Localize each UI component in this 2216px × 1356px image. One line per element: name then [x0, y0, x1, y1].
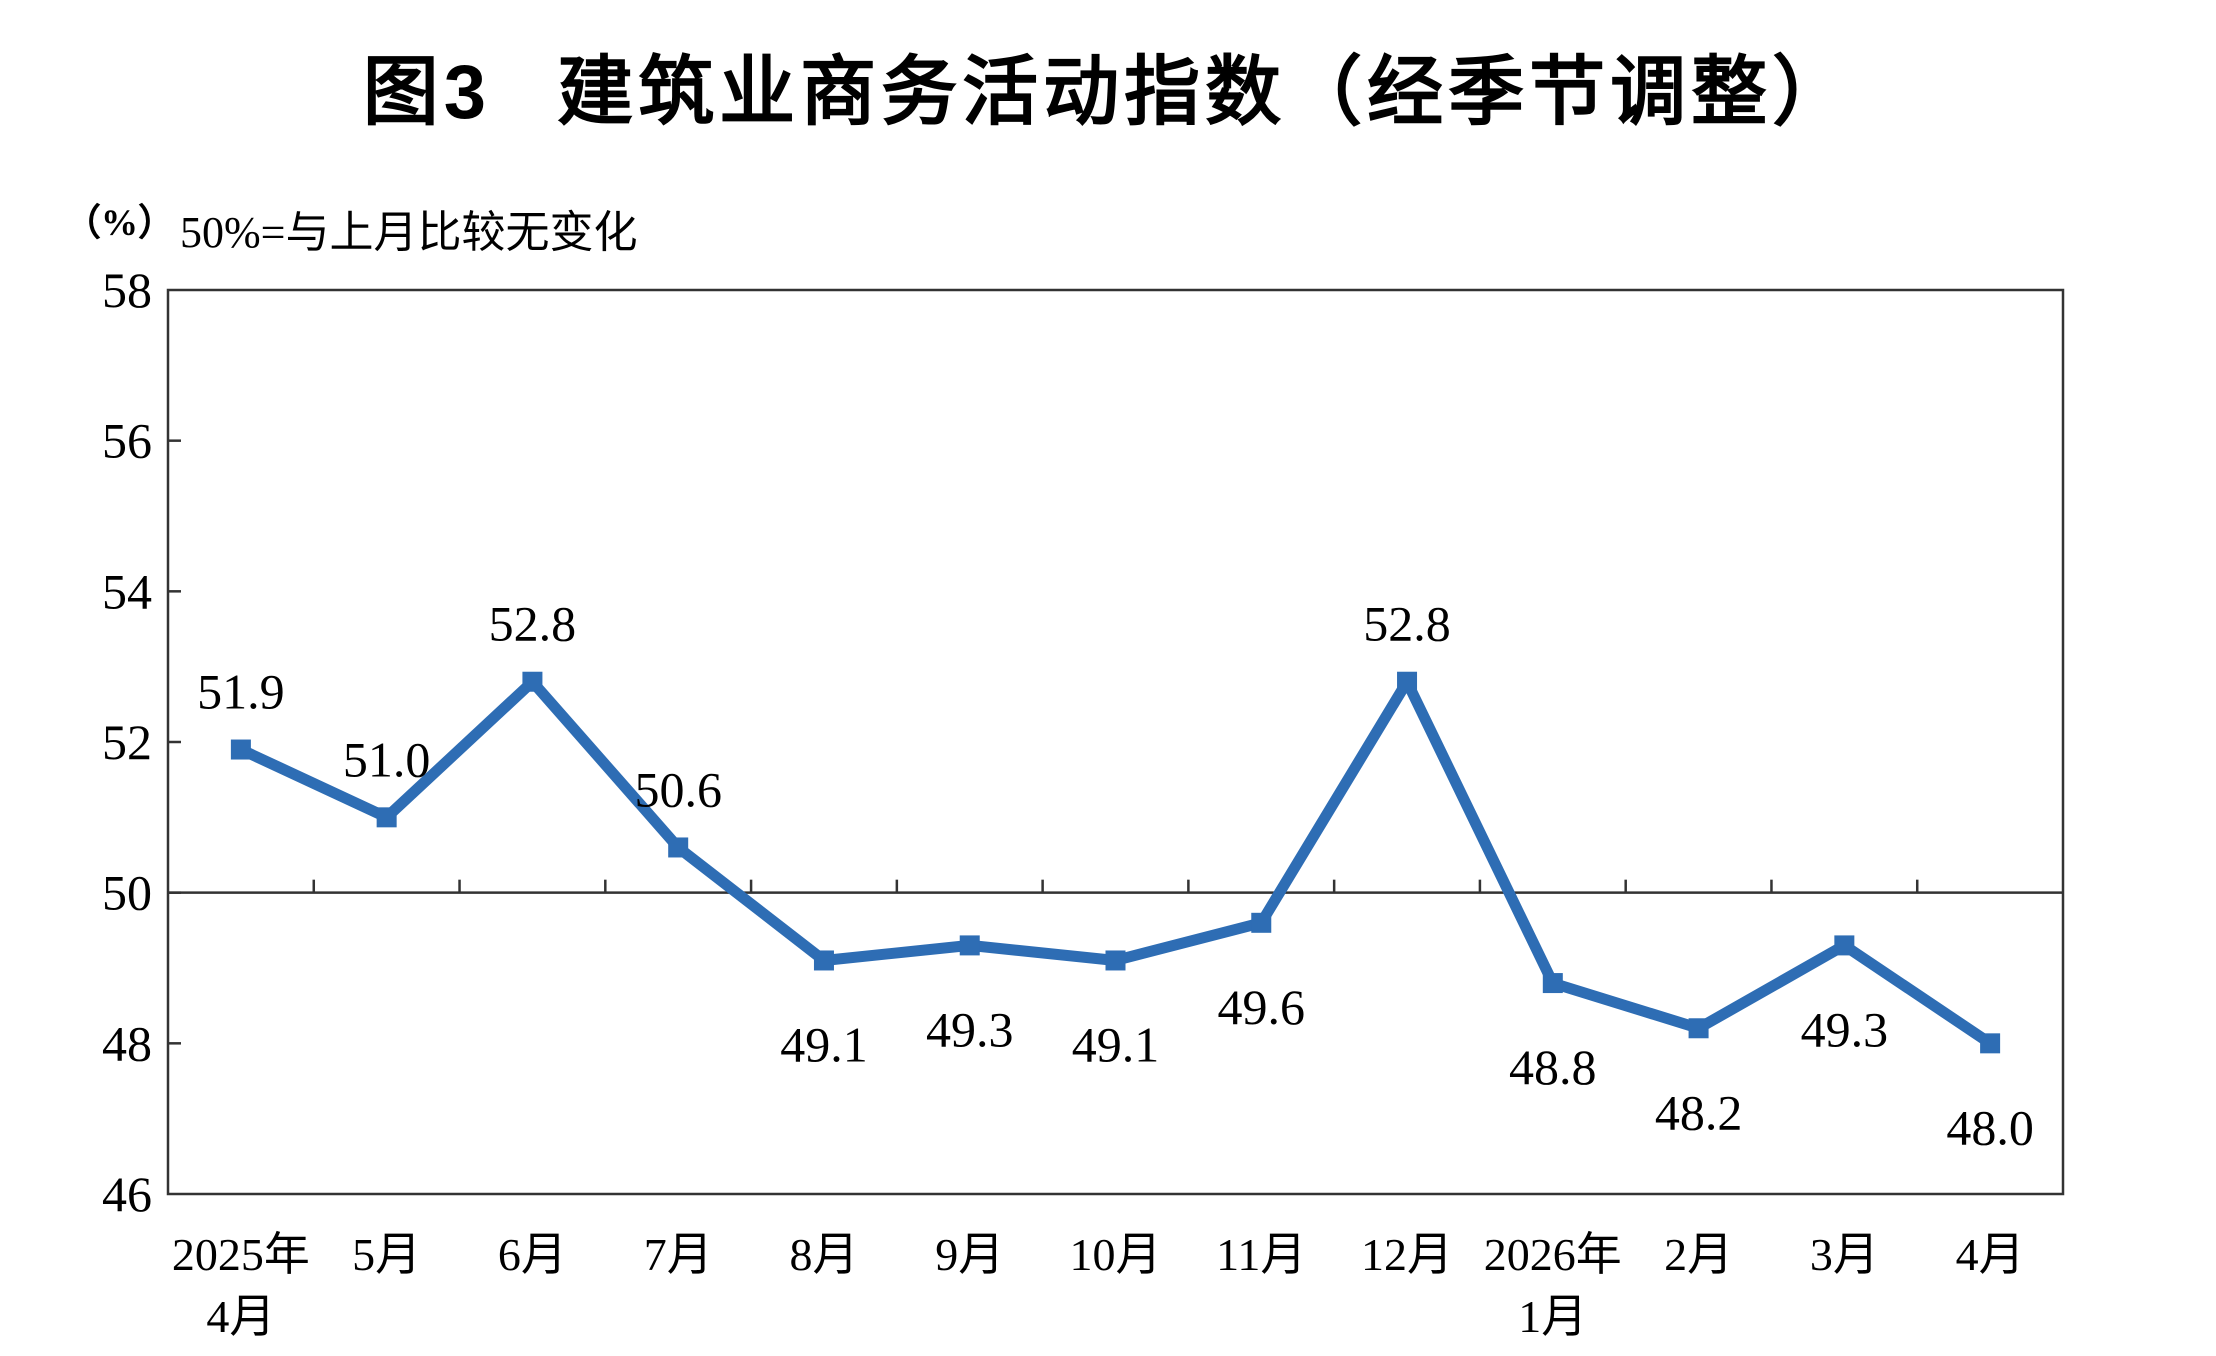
y-axis-label: 46 [102, 1166, 152, 1222]
data-point-marker [522, 671, 543, 692]
data-point-label: 49.6 [1218, 979, 1306, 1035]
data-point-label: 52.8 [489, 596, 577, 652]
x-axis-label: 12月 [1361, 1229, 1453, 1280]
x-axis-label: 4月 [1956, 1229, 2025, 1280]
x-axis-label: 5月 [352, 1229, 421, 1280]
data-point-label: 51.0 [343, 731, 431, 787]
data-point-label: 49.1 [780, 1016, 868, 1072]
y-axis-unit-label: （%） [64, 203, 175, 244]
data-point-marker [1688, 1018, 1709, 1039]
data-point-label: 48.0 [1946, 1099, 2034, 1155]
data-point-label: 49.3 [1801, 1001, 1889, 1057]
y-axis-label: 56 [102, 413, 152, 469]
x-axis-label: 2026年 [1484, 1229, 1622, 1280]
data-point-marker [1397, 671, 1418, 692]
x-axis-label: 8月 [789, 1229, 858, 1280]
data-point-marker [1980, 1033, 2001, 1054]
data-point-marker [813, 950, 834, 971]
x-axis-label: 10月 [1070, 1229, 1162, 1280]
data-point-label: 52.8 [1363, 596, 1451, 652]
data-point-label: 49.3 [926, 1001, 1014, 1057]
data-point-label: 49.1 [1072, 1016, 1160, 1072]
x-axis-label: 11月 [1216, 1229, 1306, 1280]
data-point-label: 51.9 [197, 664, 285, 720]
x-axis-label: 2月 [1664, 1229, 1733, 1280]
data-point-marker [230, 739, 251, 760]
data-point-marker [959, 935, 980, 956]
y-axis-label: 48 [102, 1015, 152, 1071]
x-axis-label: 7月 [644, 1229, 713, 1280]
x-axis-label: 4月 [206, 1291, 275, 1342]
data-point-marker [1105, 950, 1126, 971]
y-axis-label: 54 [102, 563, 152, 619]
x-axis-label: 9月 [935, 1229, 1004, 1280]
data-point-marker [376, 807, 397, 828]
chart-subtitle: 50%=与上月比较无变化 [180, 208, 638, 257]
y-axis-label: 50 [102, 865, 152, 921]
data-point-marker [1542, 973, 1563, 994]
x-axis-label: 3月 [1810, 1229, 1879, 1280]
data-point-label: 50.6 [634, 761, 722, 817]
x-axis-label: 2025年 [172, 1229, 310, 1280]
data-point-label: 48.2 [1655, 1084, 1743, 1140]
x-axis-label: 1月 [1518, 1291, 1587, 1342]
chart-title: 图3 建筑业商务活动指数（经季节调整） [362, 50, 1854, 135]
data-point-marker [668, 837, 689, 858]
y-axis-label: 52 [102, 714, 152, 770]
x-axis-label: 6月 [498, 1229, 567, 1280]
y-axis-label: 58 [102, 262, 152, 318]
series-line [235, 676, 1996, 1049]
data-point-label: 48.8 [1509, 1039, 1597, 1095]
data-point-marker [1834, 935, 1855, 956]
data-point-marker [1251, 912, 1272, 933]
